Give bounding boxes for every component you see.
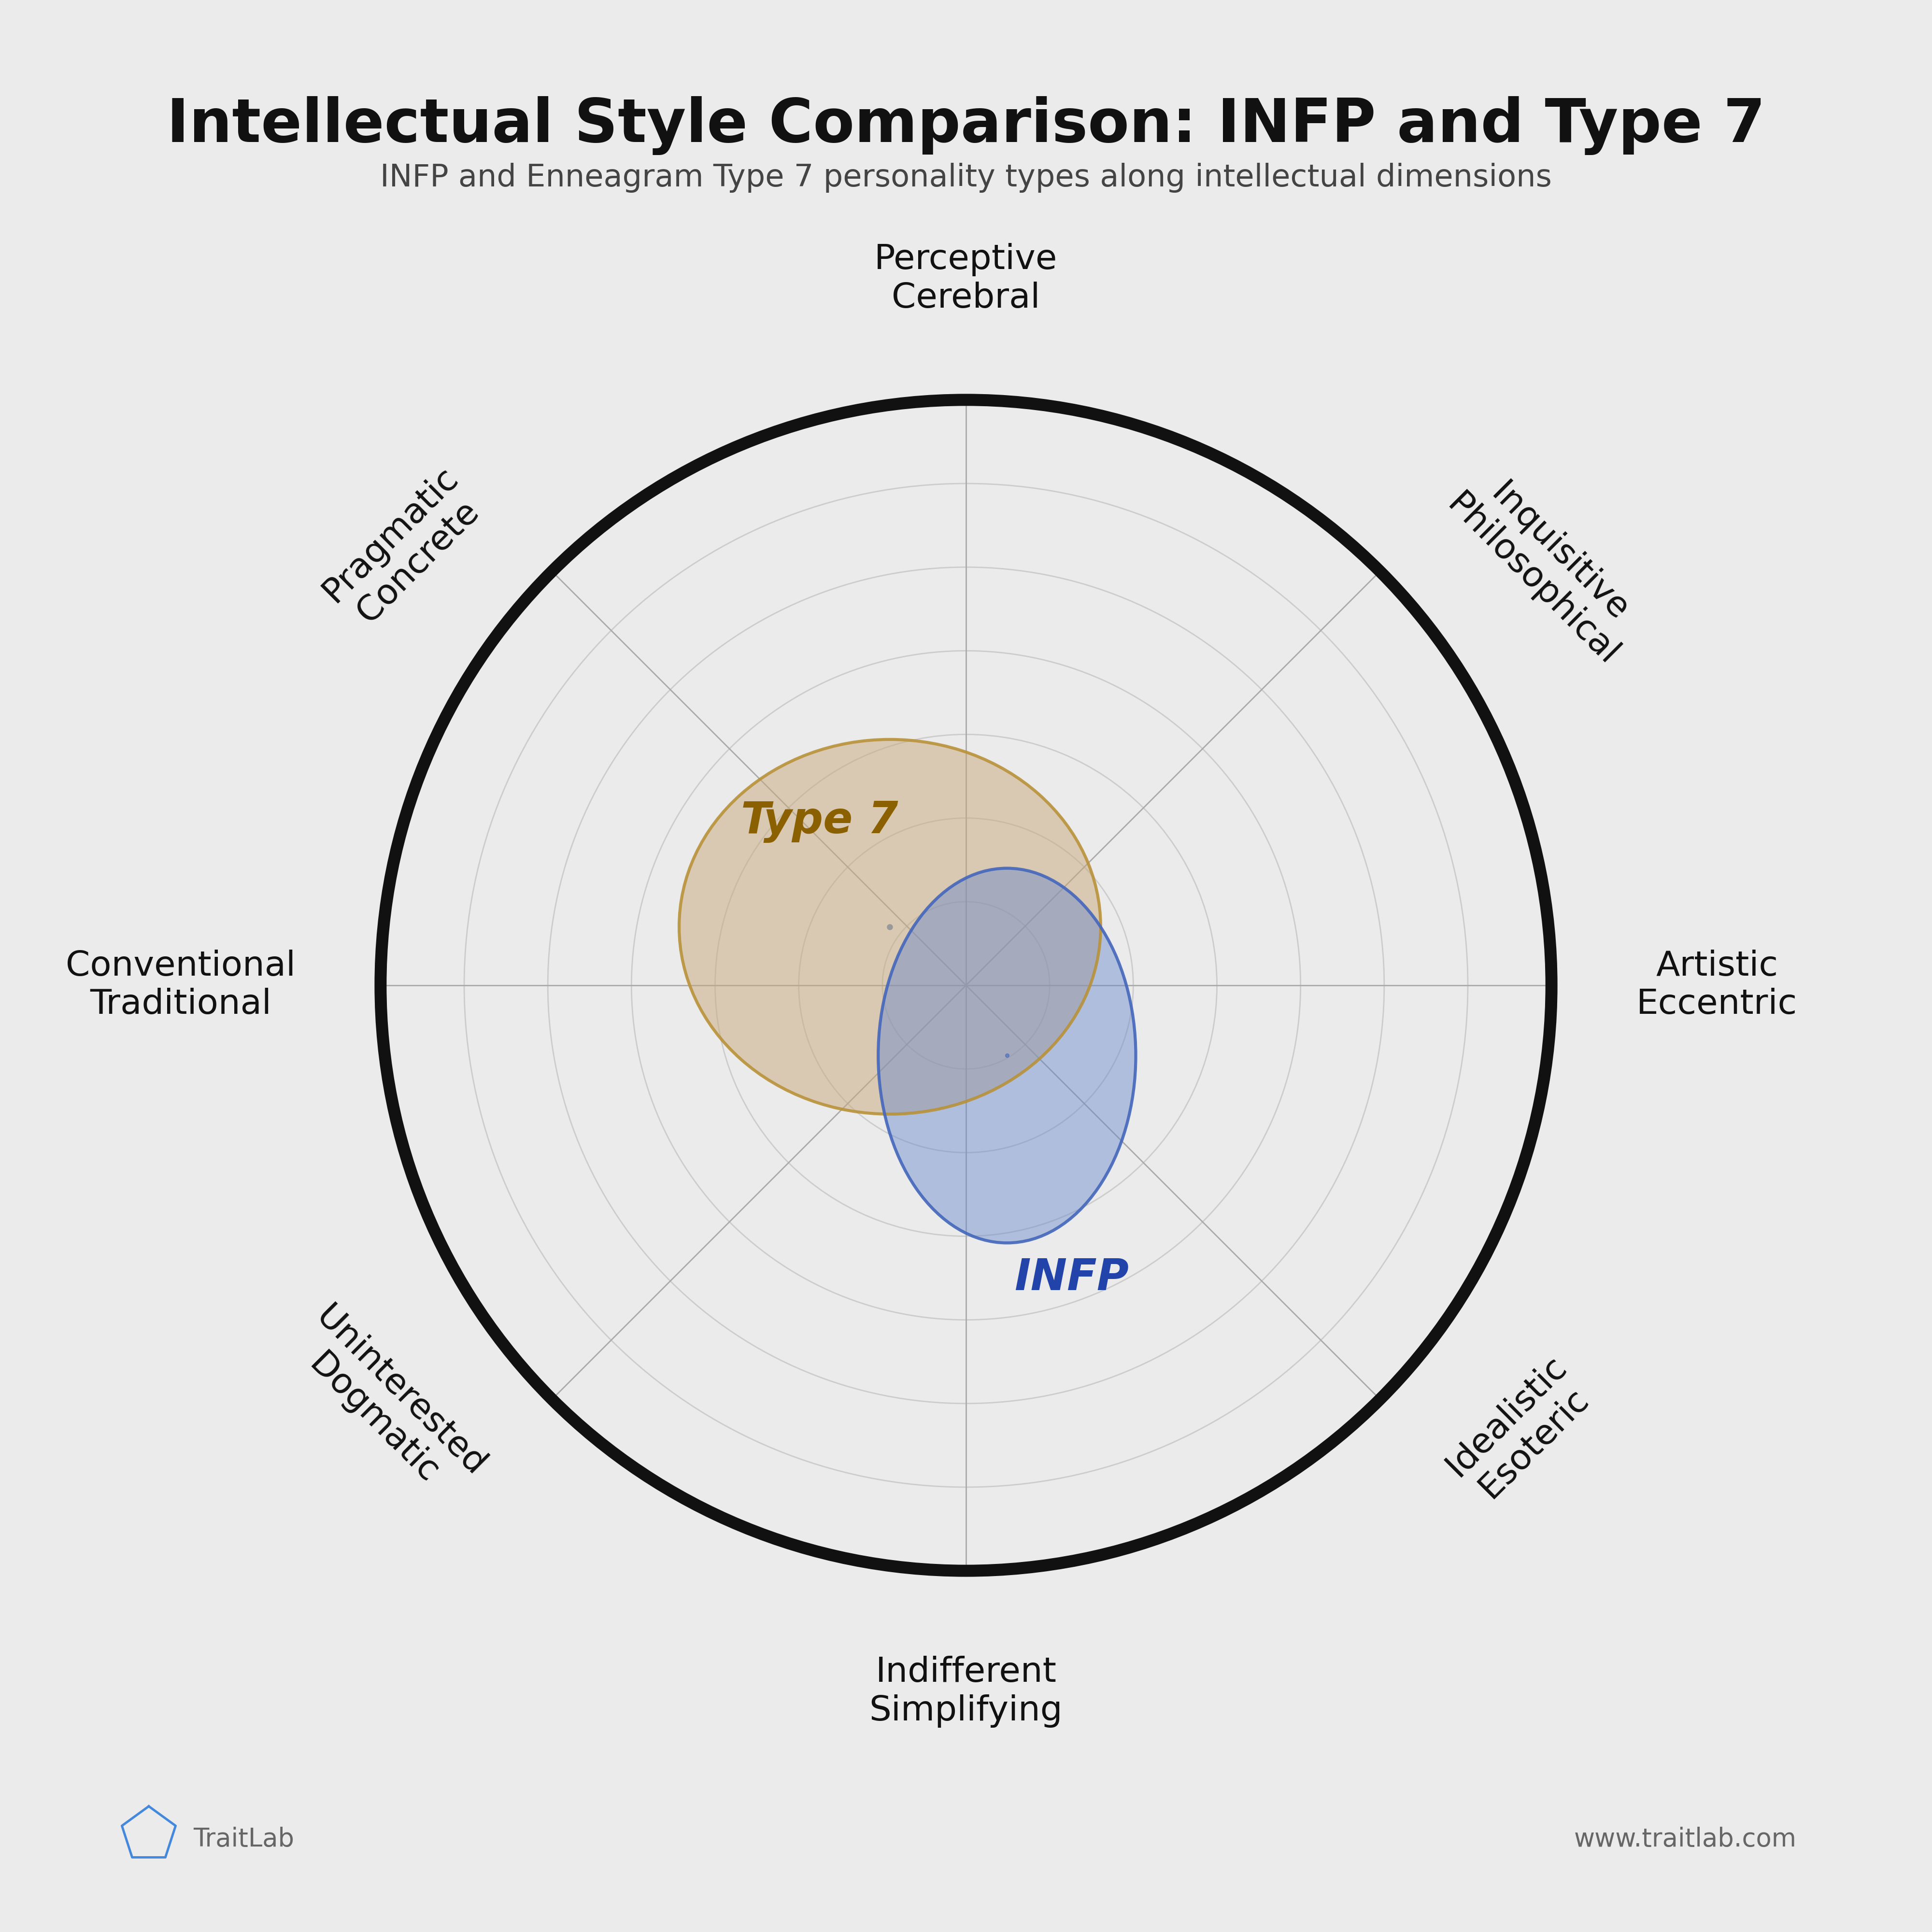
Text: TraitLab: TraitLab bbox=[193, 1828, 294, 1851]
Text: Conventional
Traditional: Conventional Traditional bbox=[66, 949, 296, 1022]
Ellipse shape bbox=[680, 740, 1101, 1115]
Text: Idealistic
Esoteric: Idealistic Esoteric bbox=[1439, 1349, 1602, 1511]
Ellipse shape bbox=[879, 867, 1136, 1242]
Text: www.traitlab.com: www.traitlab.com bbox=[1575, 1828, 1797, 1851]
Text: Inquisitive
Philosophical: Inquisitive Philosophical bbox=[1439, 460, 1652, 672]
Text: Pragmatic
Concrete: Pragmatic Concrete bbox=[317, 460, 493, 636]
Text: Artistic
Eccentric: Artistic Eccentric bbox=[1636, 949, 1797, 1022]
Text: Intellectual Style Comparison: INFP and Type 7: Intellectual Style Comparison: INFP and … bbox=[166, 97, 1766, 155]
Text: Uninterested
Dogmatic: Uninterested Dogmatic bbox=[282, 1300, 493, 1511]
Text: INFP and Enneagram Type 7 personality types along intellectual dimensions: INFP and Enneagram Type 7 personality ty… bbox=[381, 162, 1551, 193]
Text: Indifferent
Simplifying: Indifferent Simplifying bbox=[869, 1656, 1063, 1727]
Text: INFP: INFP bbox=[1014, 1258, 1128, 1300]
Text: Type 7: Type 7 bbox=[742, 800, 898, 842]
Text: Perceptive
Cerebral: Perceptive Cerebral bbox=[875, 243, 1057, 315]
